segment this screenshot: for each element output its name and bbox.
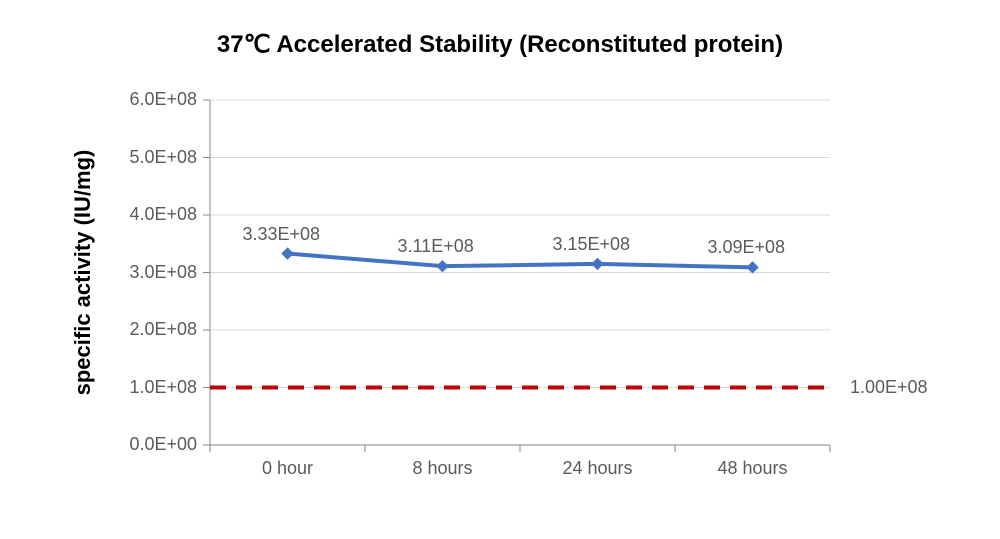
chart-svg [210,100,830,445]
reference-line-label: 1.00E+08 [850,377,928,398]
x-category-label: 0 hour [228,458,348,479]
chart-title: 37℃ Accelerated Stability (Reconstituted… [0,30,1000,59]
x-category-label: 8 hours [383,458,503,479]
data-point-label: 3.15E+08 [553,234,631,255]
y-tick-label: 5.0E+08 [129,147,197,168]
plot-area [210,100,830,445]
y-tick-label: 0.0E+00 [129,434,197,455]
x-category-label: 48 hours [693,458,813,479]
y-axis-title: specific activity (IU/mg) [70,100,96,445]
x-category-label: 24 hours [538,458,658,479]
data-point-label: 3.11E+08 [398,236,474,257]
y-tick-label: 4.0E+08 [129,204,197,225]
data-point-label: 3.09E+08 [708,237,786,258]
y-tick-label: 3.0E+08 [129,262,197,283]
y-tick-label: 6.0E+08 [129,89,197,110]
y-tick-label: 1.0E+08 [129,377,197,398]
chart-container: 37℃ Accelerated Stability (Reconstituted… [0,0,1000,539]
data-point-label: 3.33E+08 [243,224,321,245]
y-tick-label: 2.0E+08 [129,319,197,340]
